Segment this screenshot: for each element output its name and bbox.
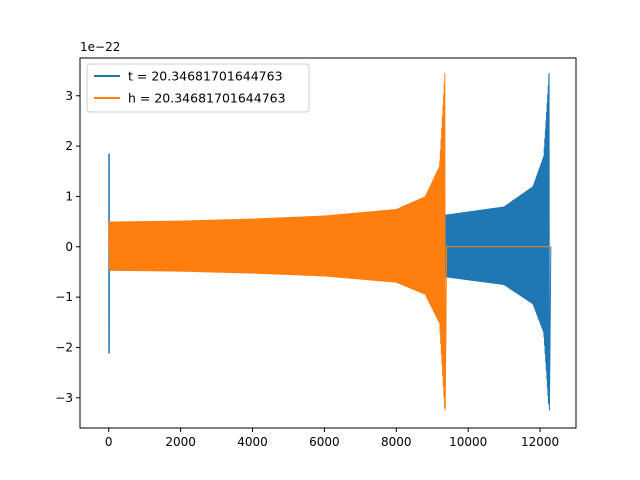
y-tick-label: −1 [55, 290, 73, 304]
legend-label-h: h = 20.34681701644763 [128, 91, 286, 106]
x-tick-label: 8000 [381, 435, 412, 449]
x-tick-label: 10000 [449, 435, 487, 449]
y-tick-label: 0 [65, 240, 73, 254]
series-line-h [108, 73, 551, 411]
y-tick-label: −3 [55, 391, 73, 405]
y-tick-label: 1 [65, 189, 73, 203]
y-tick-label: −2 [55, 340, 73, 354]
x-tick-label: 2000 [165, 435, 196, 449]
y-tick-label: 2 [65, 139, 73, 153]
legend: t = 20.34681701644763 h = 20.34681701644… [86, 63, 310, 113]
legend-box [86, 63, 310, 113]
y-offset-label: 1e−22 [80, 40, 120, 54]
y-tick-label: 3 [65, 89, 73, 103]
y-axis: −3 −2 −1 0 1 2 3 [55, 89, 80, 405]
x-axis: 0 2000 4000 6000 8000 10000 12000 [105, 428, 559, 449]
legend-label-t: t = 20.34681701644763 [128, 69, 283, 84]
series-layer [108, 73, 552, 411]
x-tick-label: 4000 [237, 435, 268, 449]
x-tick-label: 0 [105, 435, 113, 449]
x-tick-label: 6000 [309, 435, 340, 449]
x-tick-label: 12000 [521, 435, 559, 449]
axes-frame [79, 57, 577, 429]
